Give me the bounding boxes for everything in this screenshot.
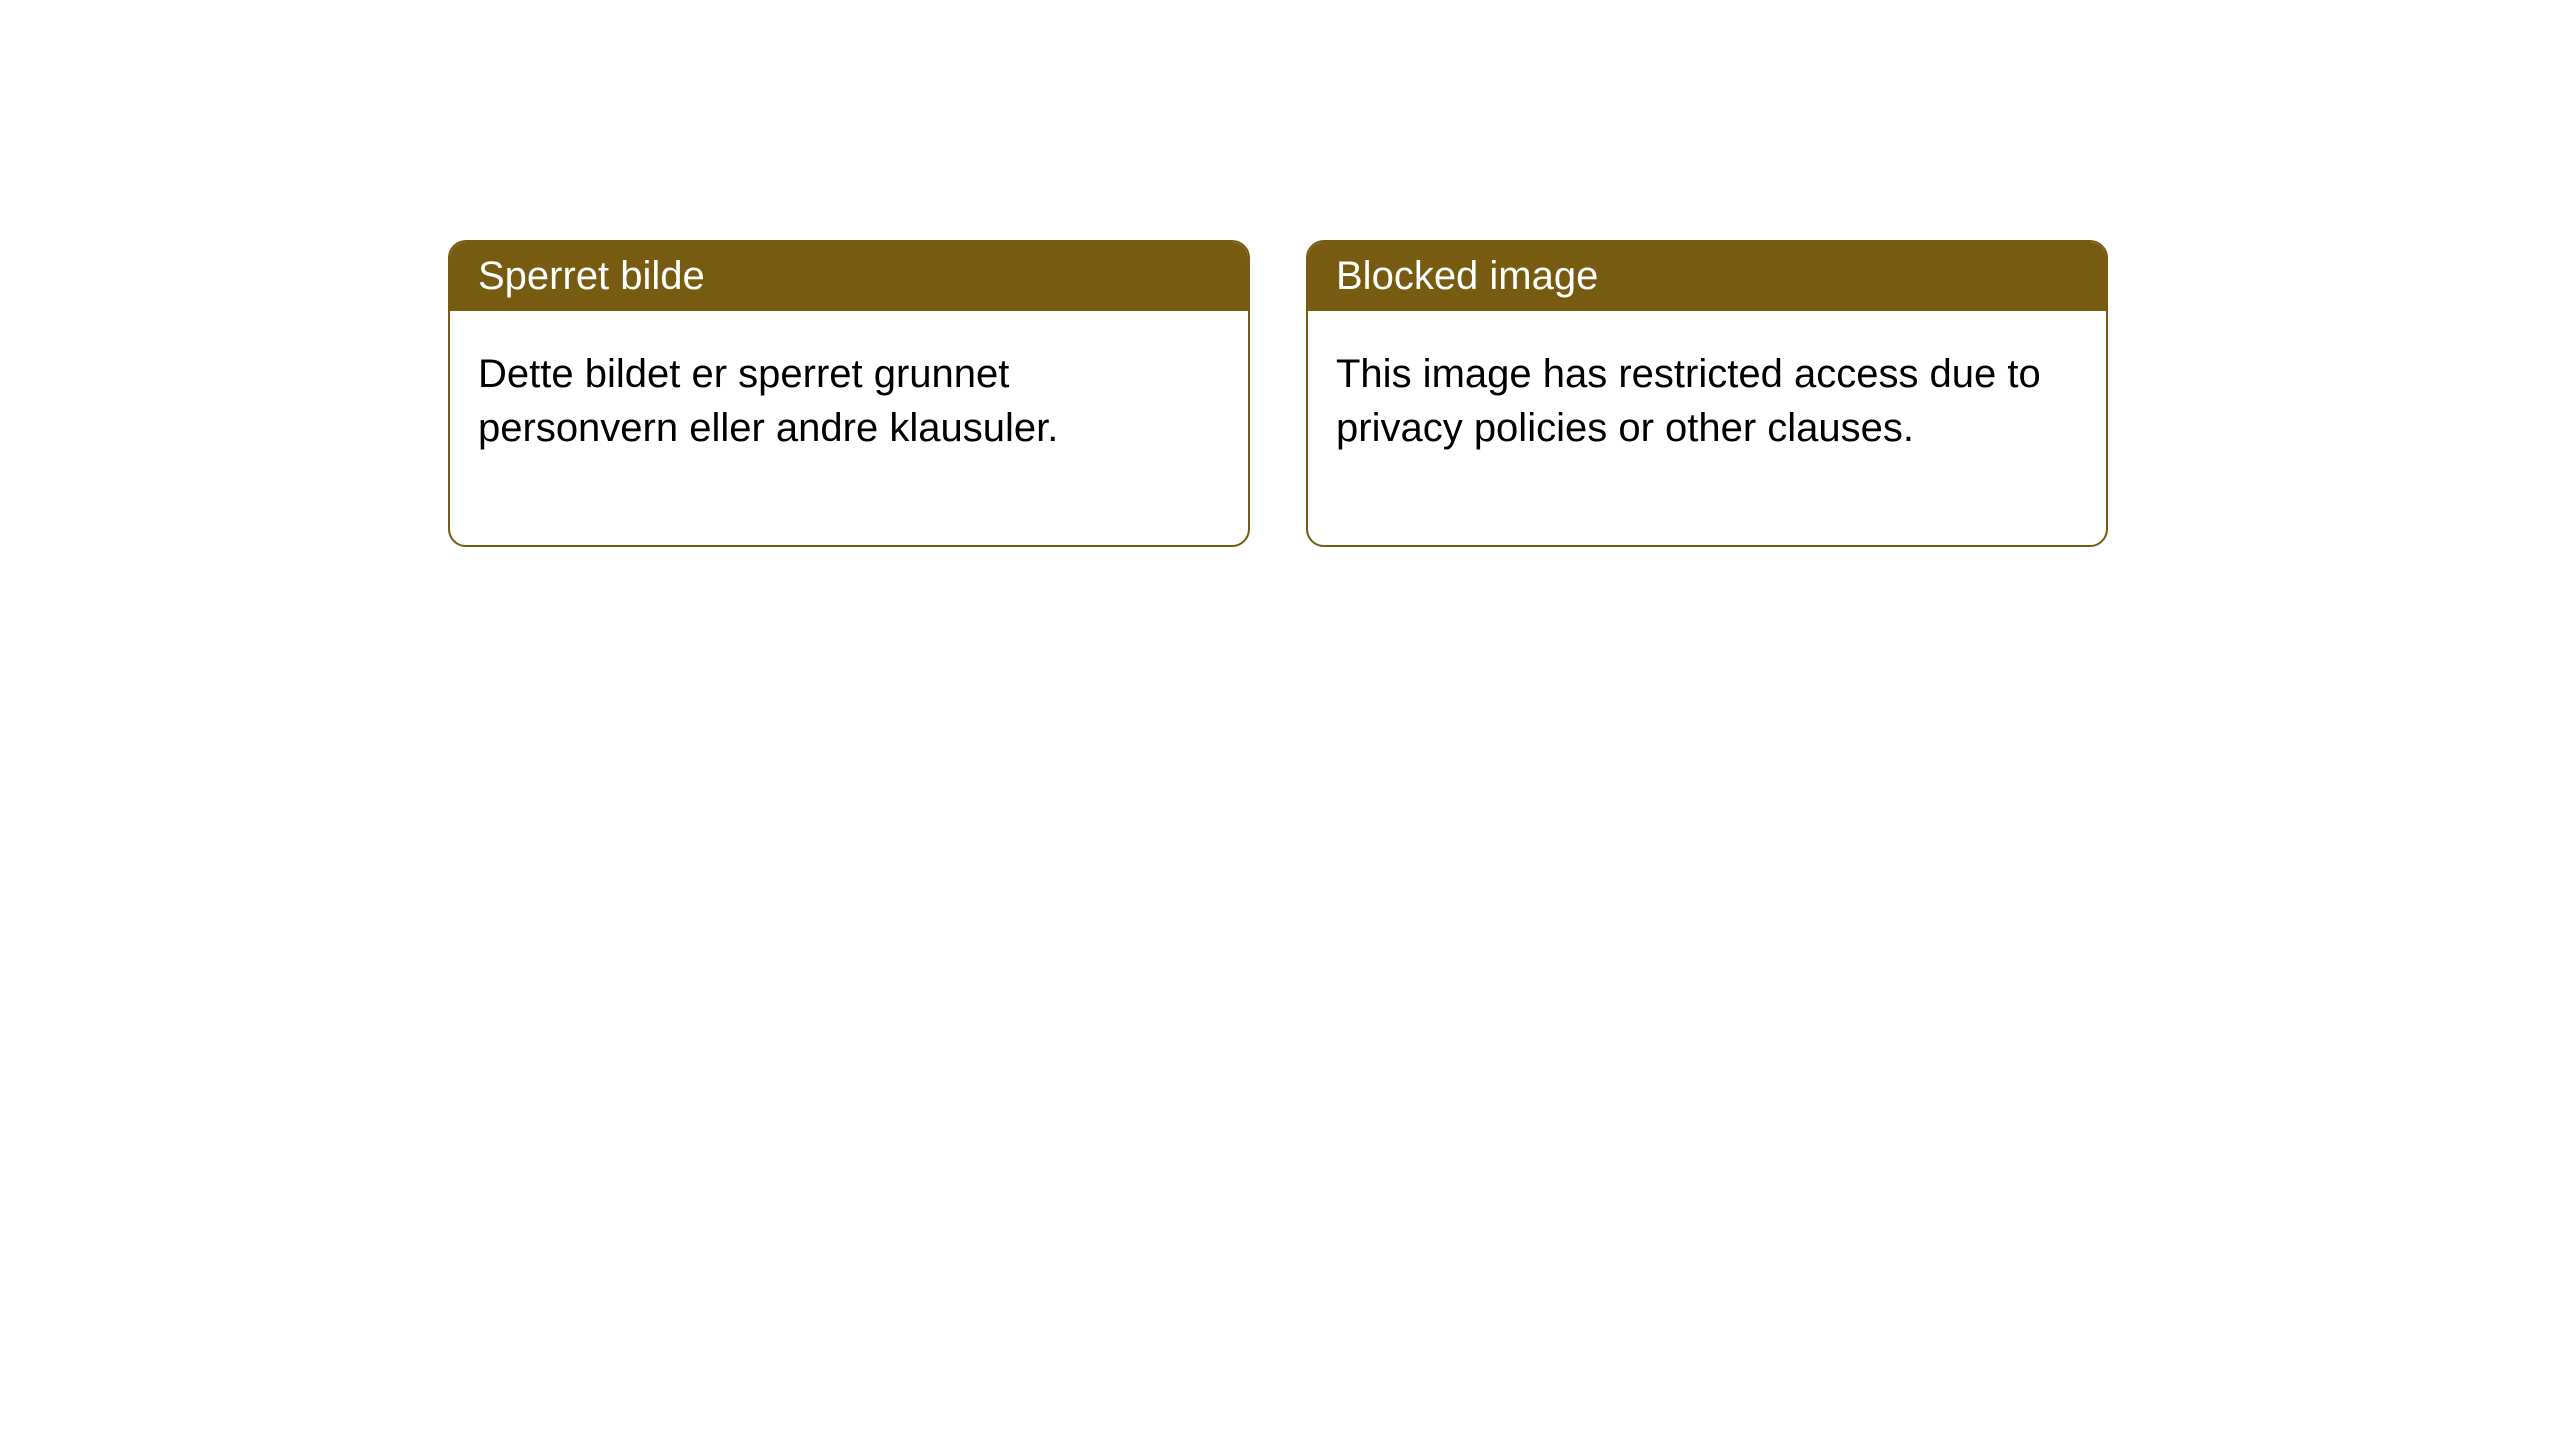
card-header-english: Blocked image [1308,242,2106,311]
card-english: Blocked image This image has restricted … [1306,240,2108,547]
card-title: Blocked image [1336,254,1598,298]
card-title: Sperret bilde [478,254,705,298]
card-norwegian: Sperret bilde Dette bildet er sperret gr… [448,240,1250,547]
card-text: This image has restricted access due to … [1336,352,2041,450]
card-body-norwegian: Dette bildet er sperret grunnet personve… [450,311,1248,545]
card-header-norwegian: Sperret bilde [450,242,1248,311]
blocked-image-cards: Sperret bilde Dette bildet er sperret gr… [448,240,2108,547]
card-text: Dette bildet er sperret grunnet personve… [478,352,1058,450]
card-body-english: This image has restricted access due to … [1308,311,2106,545]
